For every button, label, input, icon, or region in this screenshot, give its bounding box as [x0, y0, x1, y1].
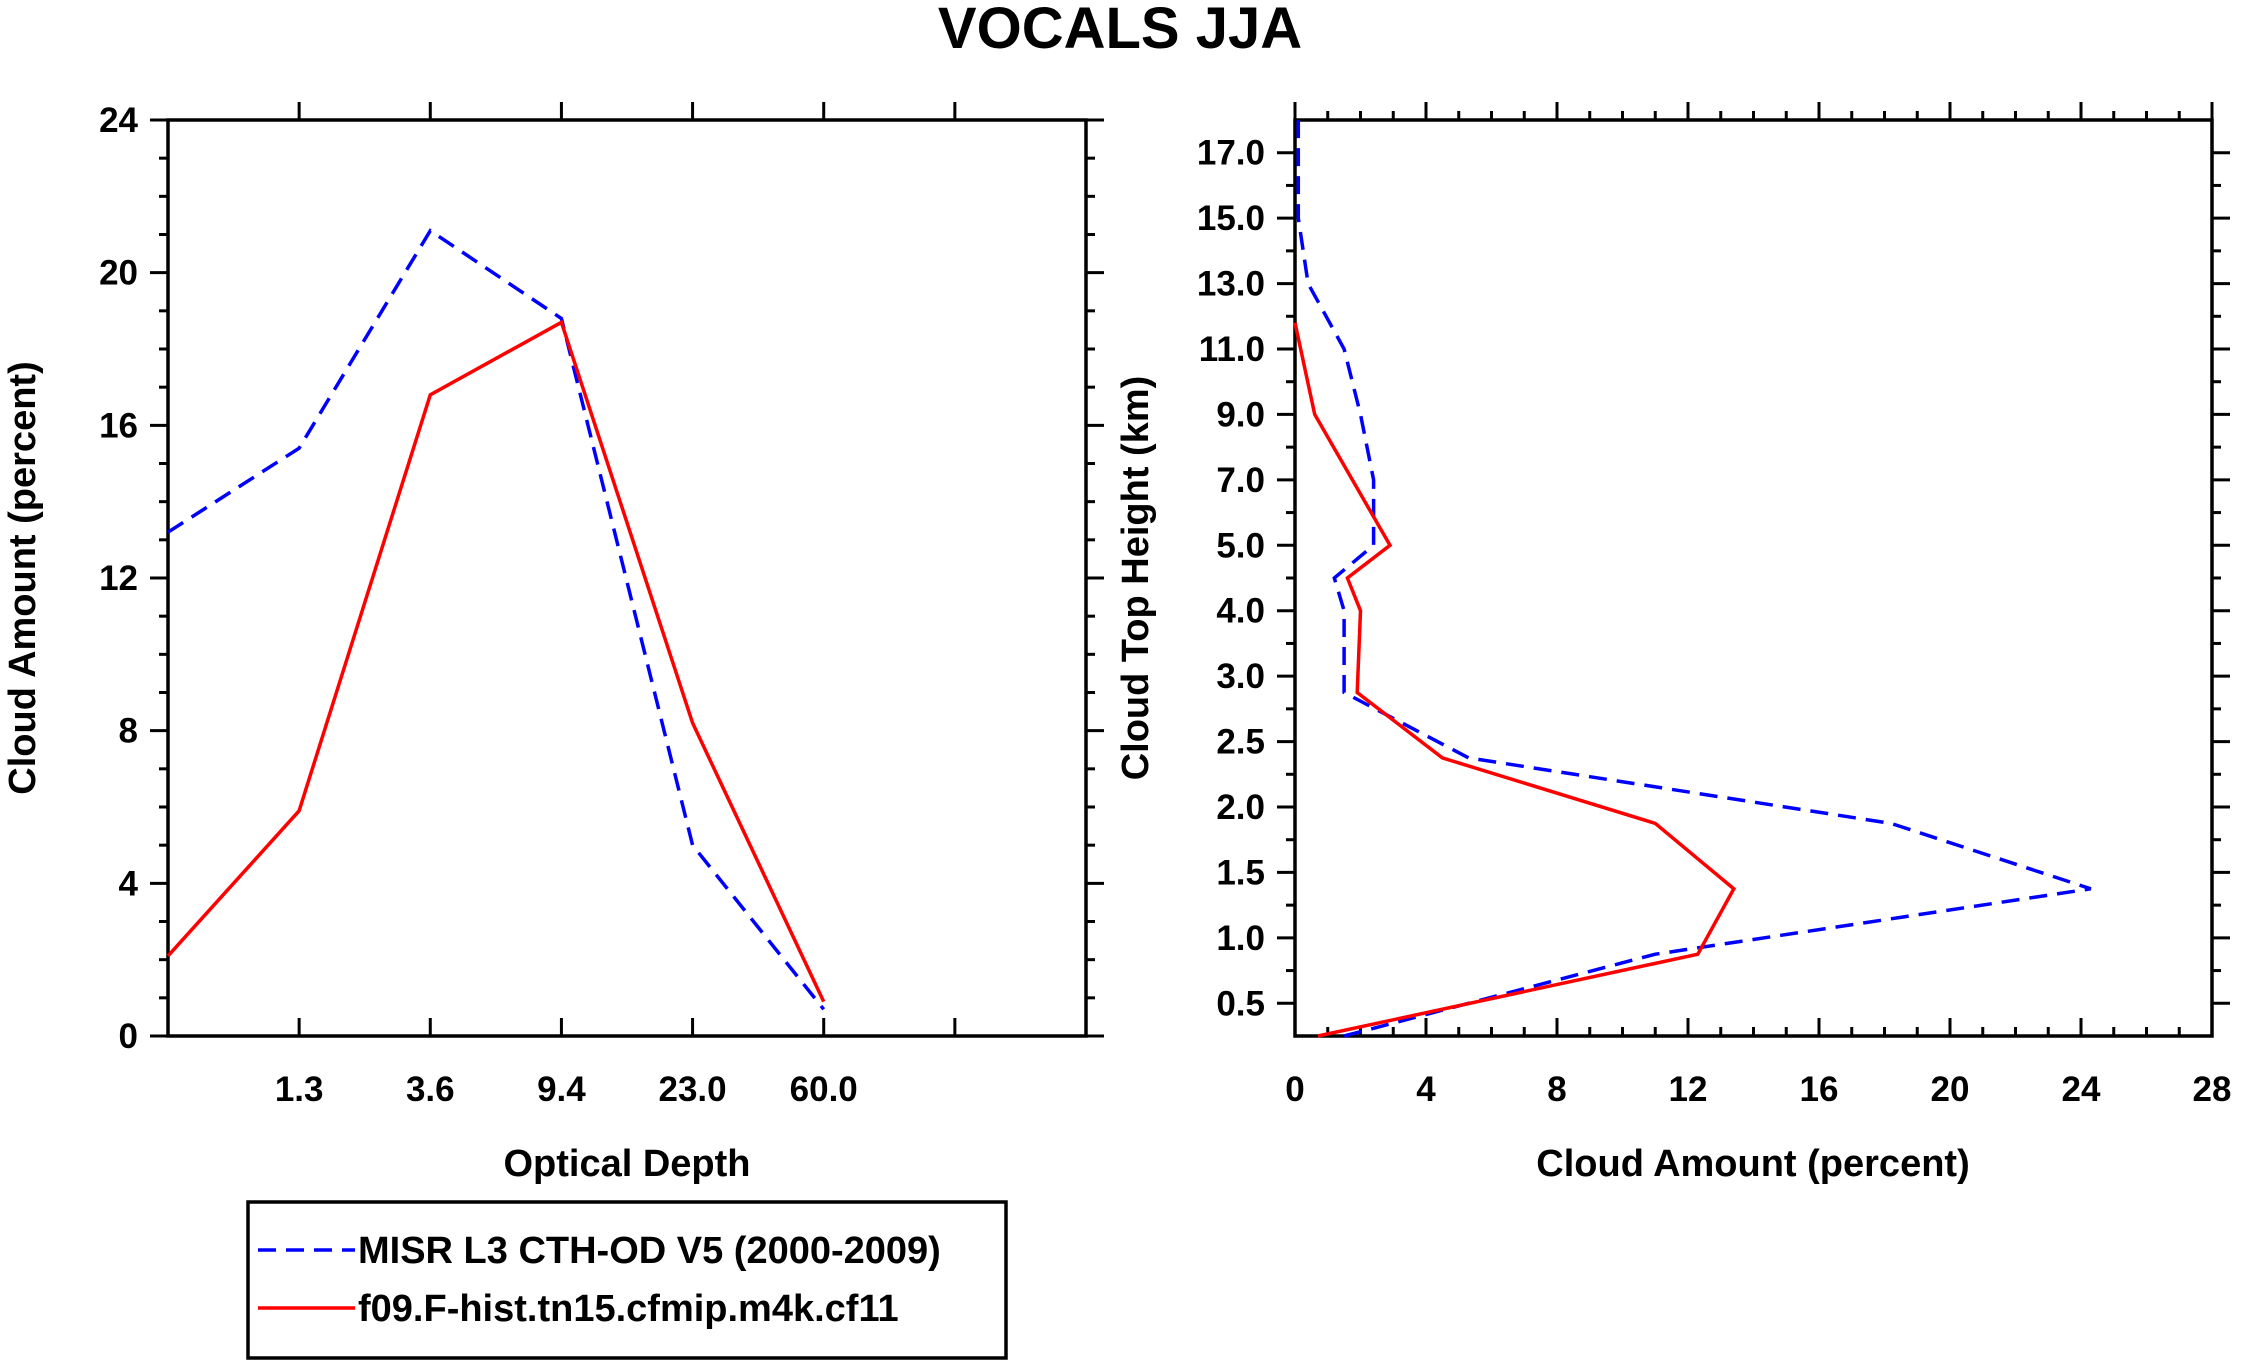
- left-x-axis-label: Optical Depth: [503, 1143, 750, 1185]
- right-plot-frame: [1293, 118, 2214, 1038]
- right-y-tick-label: 1.0: [1216, 919, 1265, 958]
- right-tick-labels: 0 4 8 12 16 20 24 28 0.5 1.0 1.5 2.0 2.5 3.0 4.0 5.0 7.0…: [1197, 134, 2232, 1109]
- figure-title: VOCALS JJA: [938, 0, 1302, 61]
- right-x-tick-label: 24: [2062, 1070, 2101, 1109]
- cloud-top-height-panel: 0 4 8 12 16 20 24 28 0.5 1.0 1.5 2.0 2.5 3.0 4.0 5.0 7.0…: [1115, 102, 2231, 1185]
- right-series-model: [1293, 322, 1737, 1038]
- legend: MISR L3 CTH-OD V5 (2000-2009) f09.F-hist…: [246, 1200, 1008, 1360]
- left-y-tick-label: 20: [99, 254, 138, 293]
- left-series-model: [166, 319, 826, 1003]
- legend-box: [246, 1200, 1008, 1360]
- right-y-tick-label: 17.0: [1197, 134, 1265, 173]
- legend-label-misr: MISR L3 CTH-OD V5 (2000-2009): [358, 1230, 941, 1272]
- right-y-tick-label: 2.0: [1216, 788, 1265, 827]
- right-y-tick-label: 5.0: [1216, 526, 1265, 565]
- right-x-tick-label: 0: [1285, 1070, 1304, 1109]
- left-y-tick-label: 16: [99, 406, 138, 445]
- left-y-tick-label: 4: [119, 864, 139, 903]
- left-y-tick-label: 8: [119, 712, 138, 751]
- right-y-tick-label: 3.0: [1216, 657, 1265, 696]
- legend-label-model: f09.F-hist.tn15.cfmip.m4k.cf11: [358, 1288, 899, 1330]
- right-x-tick-label: 16: [1800, 1070, 1839, 1109]
- left-tick-labels: 1.3 3.6 9.4 23.0 60.0 0 4 8 12 16 20 24: [99, 101, 858, 1109]
- right-y-tick-label: 15.0: [1197, 199, 1265, 238]
- optical-depth-panel: 1.3 3.6 9.4 23.0 60.0 0 4 8 12 16 20 24 Optical Dep…: [2, 101, 1104, 1185]
- right-x-tick-label: 4: [1416, 1070, 1436, 1109]
- right-x-tick-label: 12: [1669, 1070, 1708, 1109]
- left-y-tick-label: 12: [99, 559, 138, 598]
- left-x-tick-label: 60.0: [790, 1070, 858, 1109]
- right-series-misr: [1296, 120, 2092, 1038]
- right-series: [1293, 120, 2092, 1038]
- right-y-tick-label: 1.5: [1216, 853, 1265, 892]
- left-x-tick-label: 9.4: [537, 1070, 586, 1109]
- right-y-tick-label: 0.5: [1216, 984, 1265, 1023]
- right-axis-ticks: [1277, 102, 2230, 1036]
- left-y-tick-label: 24: [99, 101, 138, 140]
- right-y-tick-label: 13.0: [1197, 265, 1265, 304]
- right-y-tick-label: 4.0: [1216, 592, 1265, 631]
- left-y-axis-label: Cloud Amount (percent): [2, 361, 44, 794]
- right-x-tick-label: 20: [1931, 1070, 1970, 1109]
- right-y-axis-label: Cloud Top Height (km): [1115, 376, 1157, 781]
- right-y-tick-label: 9.0: [1216, 395, 1265, 434]
- left-x-tick-label: 1.3: [275, 1070, 324, 1109]
- right-x-axis-label: Cloud Amount (percent): [1536, 1143, 1969, 1185]
- left-y-tick-label: 0: [119, 1017, 138, 1056]
- left-series: [166, 228, 826, 1011]
- left-plot-frame: [166, 118, 1088, 1038]
- right-x-tick-label: 8: [1547, 1070, 1566, 1109]
- right-y-tick-label: 11.0: [1199, 330, 1265, 369]
- left-series-misr: [167, 228, 826, 1011]
- left-x-tick-label: 3.6: [406, 1070, 455, 1109]
- right-x-tick-label: 28: [2193, 1070, 2232, 1109]
- left-axis-ticks: [150, 102, 1104, 1038]
- left-x-tick-label: 23.0: [659, 1070, 727, 1109]
- right-y-tick-label: 2.5: [1216, 723, 1265, 762]
- right-y-tick-label: 7.0: [1216, 461, 1265, 500]
